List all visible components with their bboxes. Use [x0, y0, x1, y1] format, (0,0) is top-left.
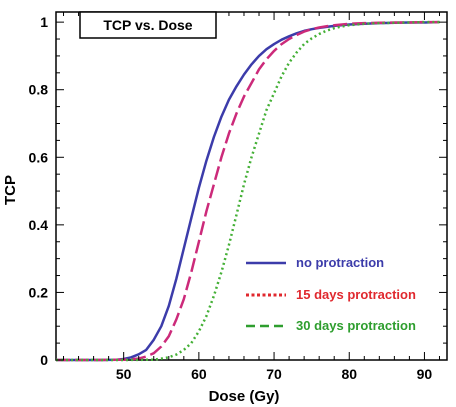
y-axis-title: TCP: [2, 175, 19, 205]
y-tick-label: 0.4: [29, 217, 49, 233]
y-tick-label: 0.2: [29, 284, 49, 300]
y-tick-label: 0: [40, 352, 48, 368]
x-tick-label: 90: [417, 366, 433, 382]
legend-label-2: 30 days protraction: [296, 318, 416, 333]
x-tick-label: 70: [266, 366, 282, 382]
plot-frame: [55, 11, 448, 361]
series-line-1: [56, 20, 440, 362]
y-tick-label: 0.8: [29, 82, 49, 98]
legend-label-0: no protraction: [296, 255, 384, 270]
plot-border: [55, 11, 448, 361]
x-tick-label: 60: [191, 366, 207, 382]
x-tick-label: 50: [116, 366, 132, 382]
x-axis-title: Dose (Gy): [209, 388, 280, 405]
y-tick-label: 1: [40, 14, 48, 30]
series-layer: [56, 20, 440, 362]
legend: no protraction 15 days protraction 30 da…: [246, 255, 416, 333]
x-tick-label: 80: [341, 366, 357, 382]
legend-label-1: 15 days protraction: [296, 287, 416, 302]
chart-title: TCP vs. Dose: [103, 17, 192, 33]
y-tick-label: 0.6: [29, 149, 49, 165]
series-line-2: [56, 20, 440, 362]
series-line-0: [56, 20, 440, 362]
chart-title-box: TCP vs. Dose: [79, 11, 217, 39]
